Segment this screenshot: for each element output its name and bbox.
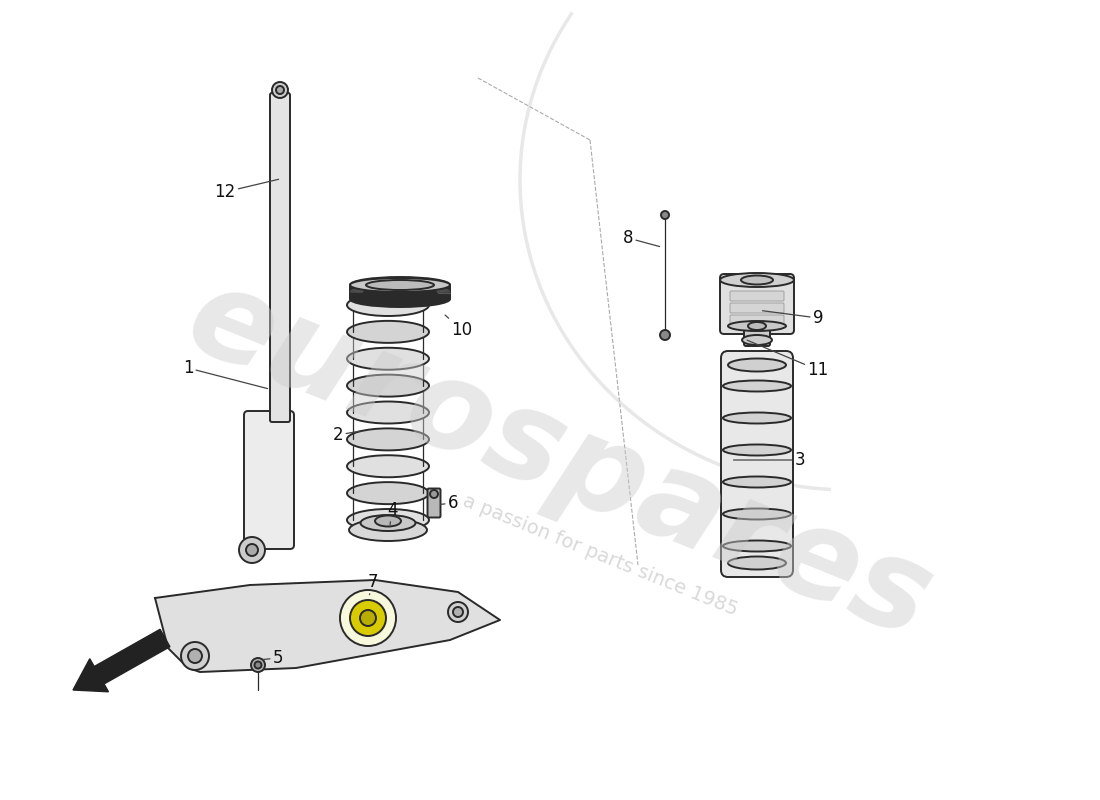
FancyBboxPatch shape <box>730 291 784 301</box>
Ellipse shape <box>350 284 450 300</box>
FancyBboxPatch shape <box>744 322 770 346</box>
Ellipse shape <box>346 455 429 478</box>
Text: 5: 5 <box>264 649 284 667</box>
Circle shape <box>182 642 209 670</box>
Ellipse shape <box>723 445 791 455</box>
Ellipse shape <box>350 283 450 299</box>
Circle shape <box>251 658 265 672</box>
Text: 6: 6 <box>440 494 459 512</box>
Text: a passion for parts since 1985: a passion for parts since 1985 <box>460 491 740 619</box>
Text: 10: 10 <box>446 315 473 339</box>
Ellipse shape <box>366 280 434 290</box>
Polygon shape <box>155 580 501 672</box>
Ellipse shape <box>350 288 450 304</box>
Circle shape <box>188 649 202 663</box>
Ellipse shape <box>350 279 450 295</box>
Ellipse shape <box>346 294 429 316</box>
Ellipse shape <box>346 374 429 397</box>
Circle shape <box>276 86 284 94</box>
Ellipse shape <box>346 348 429 370</box>
Text: 8: 8 <box>623 229 660 247</box>
Ellipse shape <box>349 519 427 541</box>
Ellipse shape <box>350 278 450 294</box>
Ellipse shape <box>742 335 772 345</box>
Ellipse shape <box>728 557 786 570</box>
FancyBboxPatch shape <box>270 93 290 422</box>
FancyBboxPatch shape <box>730 303 784 313</box>
Circle shape <box>272 82 288 98</box>
Ellipse shape <box>720 273 794 287</box>
Ellipse shape <box>723 413 791 423</box>
Circle shape <box>360 610 376 626</box>
Ellipse shape <box>350 287 450 303</box>
Circle shape <box>430 490 438 498</box>
Ellipse shape <box>350 291 450 307</box>
Ellipse shape <box>741 275 773 285</box>
Ellipse shape <box>350 285 450 301</box>
Text: 9: 9 <box>762 309 823 327</box>
Ellipse shape <box>346 428 429 450</box>
Ellipse shape <box>748 322 766 330</box>
Text: 11: 11 <box>747 340 828 379</box>
Circle shape <box>660 330 670 340</box>
Text: 4: 4 <box>387 501 397 525</box>
FancyBboxPatch shape <box>720 351 793 577</box>
FancyArrow shape <box>73 630 169 692</box>
FancyBboxPatch shape <box>428 489 440 518</box>
Circle shape <box>340 590 396 646</box>
Ellipse shape <box>346 321 429 343</box>
Ellipse shape <box>375 515 402 526</box>
Ellipse shape <box>361 515 416 531</box>
FancyBboxPatch shape <box>720 274 794 334</box>
Text: 2: 2 <box>332 426 361 444</box>
Text: eurospares: eurospares <box>170 256 949 664</box>
Ellipse shape <box>723 509 791 519</box>
Text: 3: 3 <box>734 451 805 469</box>
Ellipse shape <box>346 482 429 504</box>
Ellipse shape <box>350 290 450 306</box>
Ellipse shape <box>723 541 791 551</box>
Text: 7: 7 <box>367 573 378 594</box>
Circle shape <box>448 602 468 622</box>
FancyBboxPatch shape <box>244 411 294 549</box>
Circle shape <box>453 607 463 617</box>
Ellipse shape <box>350 286 450 302</box>
Ellipse shape <box>728 358 786 371</box>
Ellipse shape <box>350 289 450 305</box>
Ellipse shape <box>350 278 450 292</box>
Circle shape <box>350 600 386 636</box>
Ellipse shape <box>350 281 450 297</box>
Circle shape <box>246 544 258 556</box>
Circle shape <box>661 211 669 219</box>
FancyBboxPatch shape <box>730 315 784 325</box>
Ellipse shape <box>723 477 791 487</box>
Ellipse shape <box>728 321 786 331</box>
Ellipse shape <box>346 402 429 423</box>
Ellipse shape <box>350 280 450 296</box>
Text: 12: 12 <box>214 179 278 201</box>
Circle shape <box>239 537 265 563</box>
Ellipse shape <box>723 381 791 391</box>
Ellipse shape <box>346 509 429 531</box>
Circle shape <box>254 662 262 669</box>
Text: 1: 1 <box>183 359 267 389</box>
Ellipse shape <box>350 277 450 293</box>
Ellipse shape <box>350 282 450 298</box>
